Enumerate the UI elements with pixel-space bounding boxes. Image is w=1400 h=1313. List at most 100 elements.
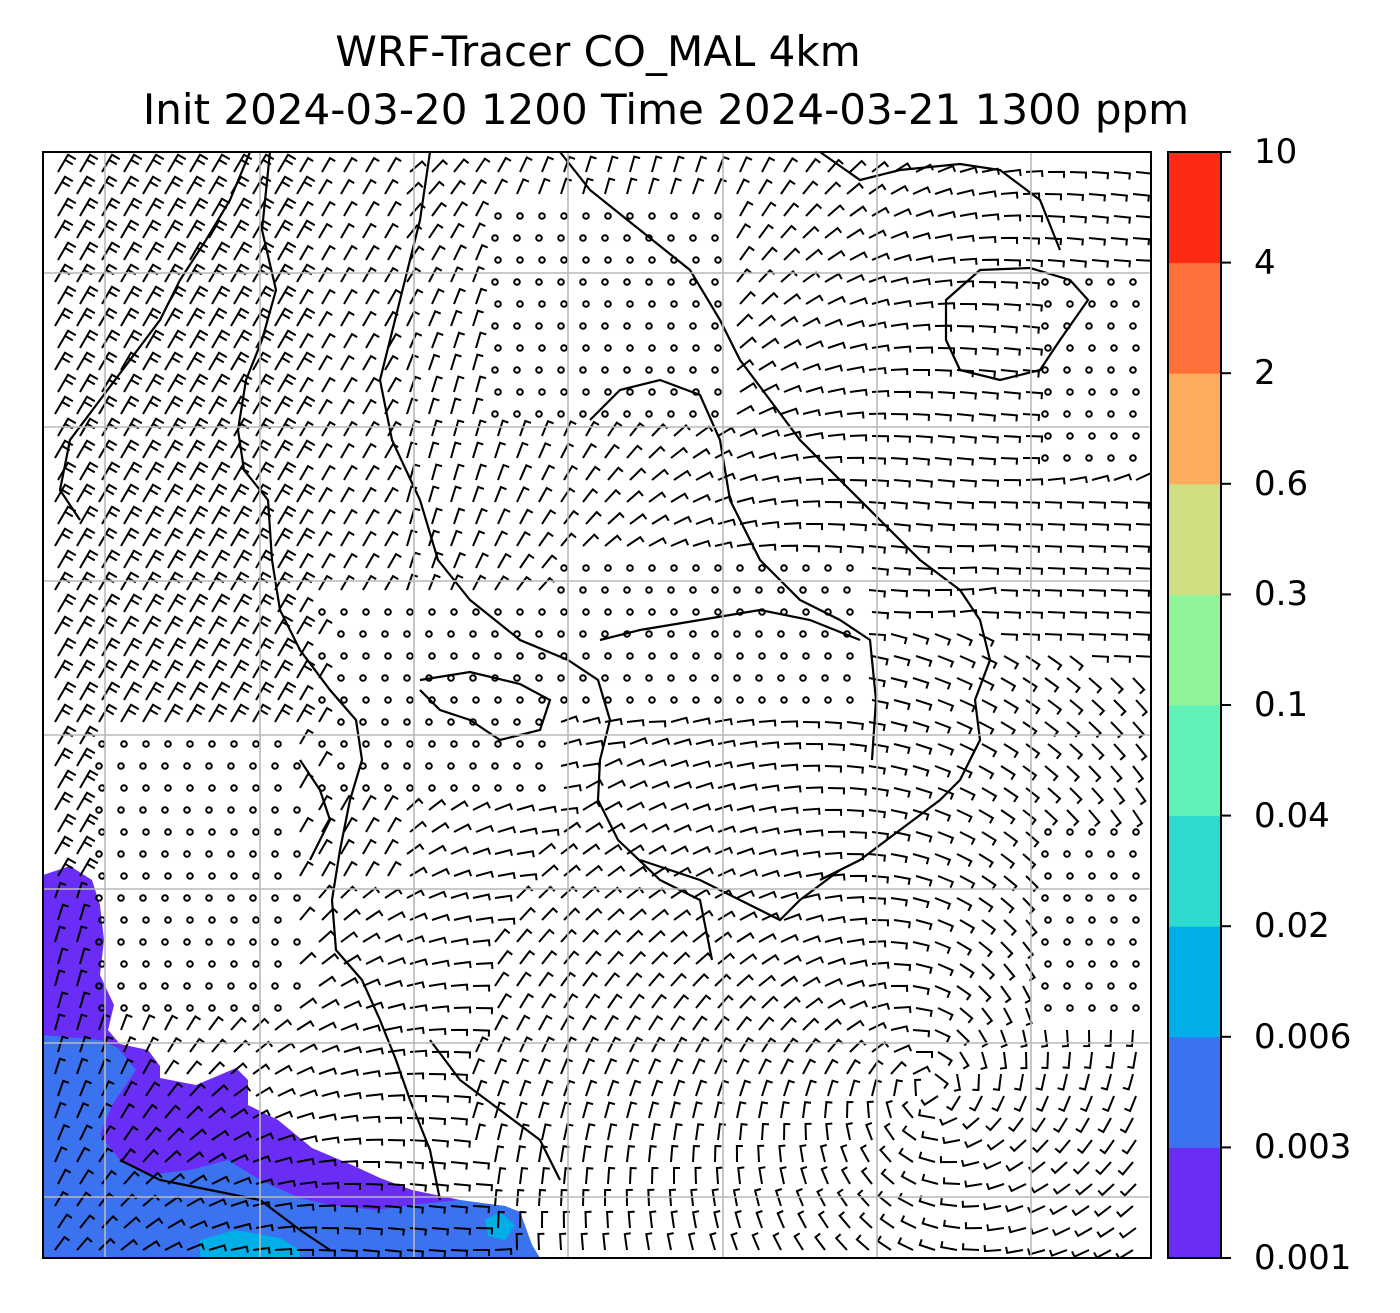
wind-barb <box>937 655 955 668</box>
wind-barb <box>629 1123 639 1141</box>
wind-barb <box>783 1122 791 1141</box>
wind-barb <box>912 545 930 554</box>
wind-barb <box>299 1089 319 1097</box>
wind-barb <box>1110 809 1122 828</box>
wind-barb <box>472 984 491 992</box>
calm-wind-marker <box>714 344 722 352</box>
wind-barb <box>736 178 750 195</box>
calm-wind-marker <box>667 410 675 418</box>
calm-wind-marker <box>601 586 609 594</box>
wind-barb <box>761 784 780 792</box>
calm-wind-marker <box>1132 432 1140 440</box>
wind-barb <box>321 1227 340 1235</box>
calm-wind-marker <box>846 564 854 572</box>
wind-barb <box>1115 1249 1134 1258</box>
calm-wind-marker <box>1044 388 1052 396</box>
wind-barb <box>783 522 802 530</box>
calm-wind-marker <box>337 718 345 726</box>
wind-barb <box>626 535 645 547</box>
wind-barb <box>123 1035 137 1053</box>
calm-wind-marker <box>535 762 543 770</box>
wind-barb <box>934 233 953 241</box>
wind-barb <box>494 894 513 902</box>
wind-barb <box>670 716 689 724</box>
wind-barb <box>959 391 977 400</box>
wind-barb <box>695 738 714 747</box>
wind-barb <box>736 973 754 987</box>
wind-barb <box>541 1079 554 1097</box>
wind-barb <box>626 801 645 811</box>
wind-barb <box>189 373 209 393</box>
wind-barb <box>233 549 253 569</box>
calm-wind-marker <box>626 256 634 264</box>
calm-wind-marker <box>494 344 502 352</box>
wind-barb <box>912 1065 931 1075</box>
wind-barb <box>846 545 864 554</box>
wind-barb <box>1025 169 1044 178</box>
wind-barb <box>76 395 96 415</box>
wind-barb <box>453 244 467 261</box>
wind-barb <box>365 464 380 481</box>
wind-barb <box>607 466 624 481</box>
wind-barb <box>230 1199 250 1207</box>
calm-wind-marker <box>161 806 169 814</box>
wind-barb <box>450 309 463 327</box>
wind-barb <box>76 175 96 195</box>
calm-wind-marker <box>1088 916 1096 924</box>
wind-barb <box>120 395 140 415</box>
wind-barb <box>1132 765 1145 784</box>
wind-barb <box>1025 215 1044 223</box>
wind-barb <box>318 222 333 239</box>
wind-barb <box>805 1037 821 1053</box>
wind-barb <box>1000 236 1018 244</box>
wind-barb <box>54 395 74 415</box>
wind-barb <box>629 1036 644 1053</box>
wind-barb <box>978 325 997 334</box>
wind-barb <box>1003 391 1021 400</box>
wind-barb <box>450 397 462 415</box>
wind-barb <box>1025 831 1040 848</box>
wind-barb <box>1022 192 1041 200</box>
wind-barb <box>890 501 908 510</box>
wind-barb <box>758 1058 772 1075</box>
calm-wind-marker <box>626 300 634 308</box>
wind-barb <box>472 1161 490 1170</box>
wind-barb <box>76 969 88 987</box>
wind-barb <box>709 1232 717 1251</box>
calm-wind-marker <box>604 212 612 220</box>
wind-barb <box>1066 193 1085 202</box>
wind-barb <box>607 1123 618 1141</box>
wind-barb <box>145 681 165 701</box>
wind-barb <box>340 1022 360 1031</box>
wind-barb <box>120 219 140 239</box>
calm-wind-marker <box>491 366 499 374</box>
calm-wind-marker <box>714 388 722 396</box>
wind-barb <box>739 783 758 791</box>
calm-wind-marker <box>1107 322 1115 330</box>
wind-barb <box>494 928 511 943</box>
wind-barb <box>428 798 447 811</box>
wind-barb <box>1110 677 1125 695</box>
wind-barb <box>893 299 912 308</box>
wind-barb <box>780 975 799 987</box>
wind-barb <box>670 538 690 547</box>
colorbar-tick-label: 0.6 <box>1254 463 1309 504</box>
wind-barb <box>318 1204 337 1212</box>
wind-barb <box>406 1026 425 1035</box>
wind-barb <box>956 234 975 242</box>
wind-barb <box>1000 369 1018 378</box>
wind-barb <box>890 1025 909 1033</box>
calm-wind-marker <box>142 960 150 968</box>
calm-wind-marker <box>516 784 524 792</box>
wind-barb <box>472 178 487 195</box>
wind-barb <box>758 719 777 727</box>
wind-barb <box>893 567 911 576</box>
wind-barb <box>840 1166 851 1185</box>
calm-wind-marker <box>186 740 194 748</box>
wind-barb <box>937 256 956 264</box>
wind-barb <box>582 533 600 547</box>
wind-barb <box>450 179 466 195</box>
wind-barb <box>604 886 622 899</box>
wind-barb <box>915 209 935 217</box>
wind-barb <box>893 655 911 667</box>
